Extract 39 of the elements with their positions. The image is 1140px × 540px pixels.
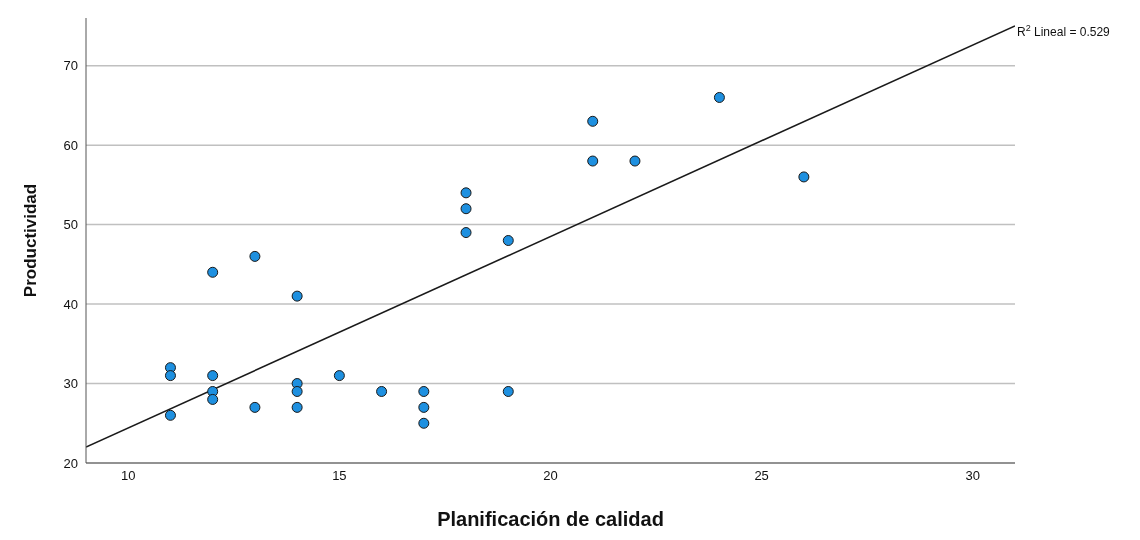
x-tick-label: 25 [754,468,769,484]
point [713,91,725,103]
y-tick-label: 30 [63,376,78,392]
point [164,409,176,421]
point [502,385,514,397]
point [587,115,599,127]
y-tick-label: 40 [63,296,78,312]
y-tick-label: 50 [63,217,78,233]
x-tick-label: 20 [543,468,558,484]
point [207,266,219,278]
annotation: R$^{2}$ Lineal = 0.529 [1017,22,1111,39]
point [418,401,430,413]
point [376,385,388,397]
y-tick-label: 60 [63,137,78,153]
point [460,203,472,215]
x-tick-label: 30 [965,468,981,484]
point [249,401,261,413]
x-axis-title: Planificación de calidad [437,508,664,530]
x-tick-label: 15 [332,468,347,484]
y-tick-label: 70 [63,58,78,74]
point [291,290,303,302]
point [502,235,514,246]
point [587,155,599,167]
x-tick-label: 10 [120,468,136,484]
point [418,417,430,429]
point [207,393,219,405]
point [164,370,176,382]
y-tick-label: 20 [63,455,78,471]
point [460,187,472,199]
point [333,370,345,382]
point [798,171,810,183]
point [629,155,641,167]
point [418,385,430,397]
y-axis-title: Productividad [21,183,41,298]
point [207,370,219,382]
point [291,401,303,413]
point [249,250,261,262]
point [460,227,472,239]
point [291,385,303,397]
